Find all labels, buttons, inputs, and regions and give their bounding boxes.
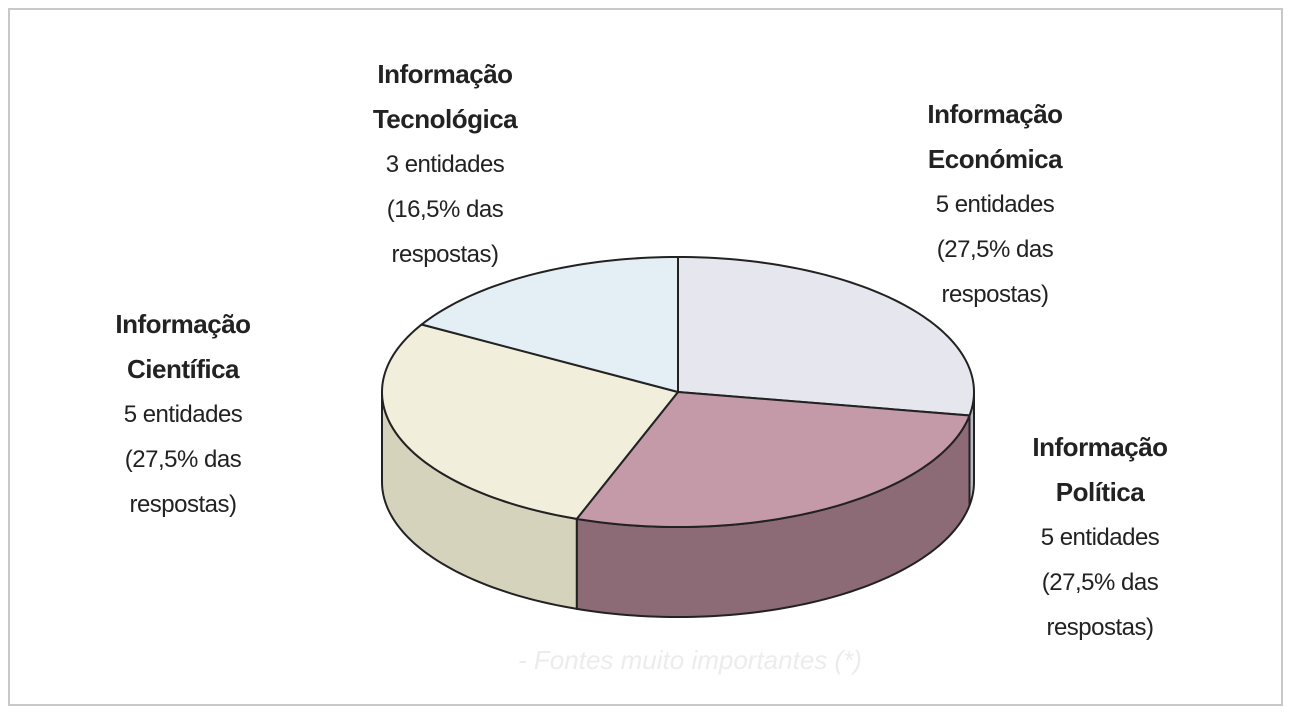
note: - Fontes muito importantes (*) (518, 645, 862, 675)
entity-label: 5 entidades (123, 401, 243, 428)
value-label: (27,5% das respostas) (124, 446, 242, 518)
label: Informação Científica 5 entidades (27,5%… (98, 302, 268, 527)
value-label: (27,5% das respostas) (1041, 569, 1159, 641)
category-label: Informação Política (1032, 432, 1168, 507)
label: Informação Política 5 entidades (27,5% d… (1015, 425, 1185, 650)
label: Informação Tecnológica 3 entidades (16,5… (360, 52, 530, 277)
value-label: (27,5% das respostas) (936, 236, 1054, 308)
slice (419, 255, 679, 394)
entity-label: 3 entidades (385, 151, 505, 178)
value-label: (16,5% das respostas) (386, 196, 504, 268)
frame (8, 8, 1283, 706)
entity-label: 5 entidades (1040, 524, 1160, 551)
category-label: Informação Económica (927, 99, 1063, 174)
slice (574, 390, 971, 529)
category-label: Informação Tecnológica (372, 59, 518, 134)
label: Informação Económica 5 entidades (27,5% … (910, 92, 1080, 317)
category-label: Informação Científica (115, 309, 251, 384)
slice (677, 255, 976, 417)
entity-label: 5 entidades (935, 191, 1055, 218)
